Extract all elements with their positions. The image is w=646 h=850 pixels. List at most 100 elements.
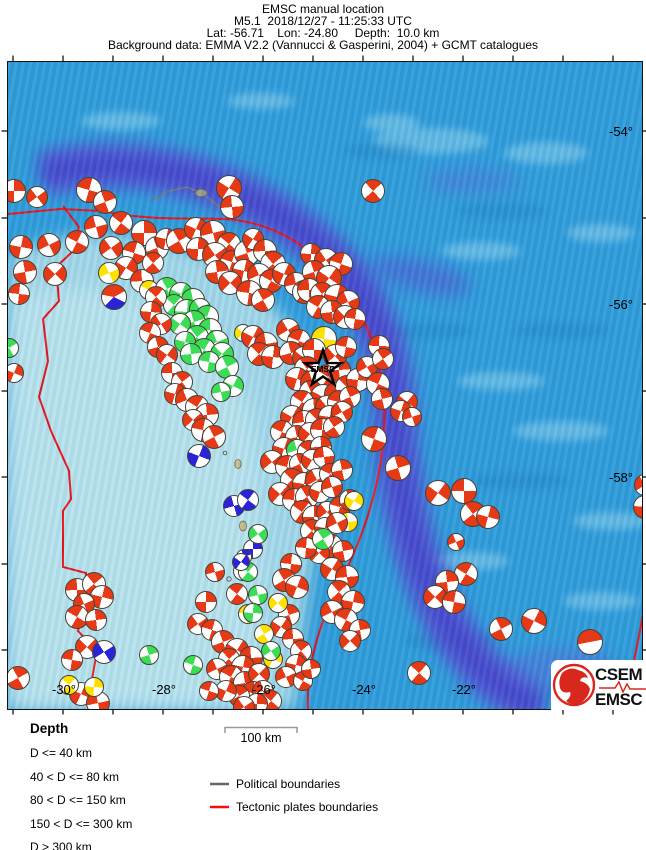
focal-mechanism-beachball xyxy=(232,553,250,571)
focal-mechanism-beachball xyxy=(139,645,159,665)
islet xyxy=(226,576,232,582)
focal-mechanism-beachball xyxy=(142,252,164,274)
depth-legend-item: D > 300 km xyxy=(30,840,92,850)
tectonic-boundary-label: Tectonic plates boundaries xyxy=(236,800,379,814)
focal-mechanism-beachball xyxy=(61,649,83,671)
focal-mechanism-beachball xyxy=(321,476,343,498)
focal-mechanism-beachball xyxy=(385,455,411,481)
focal-mechanism-beachball xyxy=(332,540,354,562)
header-magnitude-time: M5.1 2018/12/27 - 11:25:33 UTC xyxy=(234,14,412,28)
logo-csem-text: CSEM xyxy=(595,665,643,684)
focal-mechanism-beachball xyxy=(8,283,30,305)
longitude-label: -26° xyxy=(252,682,276,697)
focal-mechanism-beachball xyxy=(202,425,226,449)
focal-mechanism-beachball xyxy=(109,211,133,235)
focal-mechanism-beachball xyxy=(8,666,30,690)
longitude-label: -22° xyxy=(452,682,476,697)
focal-mechanism-beachball xyxy=(98,262,120,284)
focal-mechanism-beachball xyxy=(92,640,116,664)
focal-mechanism-beachball xyxy=(183,655,203,675)
longitude-label: -30° xyxy=(52,682,76,697)
focal-mechanism-beachball xyxy=(521,608,547,634)
focal-mechanism-beachball xyxy=(101,284,127,310)
depth-legend-item: 150 < D <= 300 km xyxy=(30,816,133,831)
focal-mechanism-beachball xyxy=(344,308,366,330)
focal-mechanism-beachball xyxy=(199,681,219,701)
tectonic-boundary-swatch xyxy=(210,805,229,809)
header-source: EMSC manual location xyxy=(261,2,385,16)
longitude-label: -24° xyxy=(352,682,376,697)
focal-mechanism-beachball xyxy=(205,562,225,582)
axis-labels-layer: -30° -28° -26° -24° -22° -54° -56° -58° xyxy=(8,62,642,709)
focal-mechanism-beachball xyxy=(407,661,431,685)
focal-mechanism-beachball xyxy=(220,195,244,219)
political-boundary-swatch xyxy=(210,782,229,786)
islet xyxy=(222,450,228,456)
island xyxy=(234,459,242,469)
focal-mechanism-beachball xyxy=(489,617,513,641)
depth-legend-item: 80 < D <= 150 km xyxy=(30,793,126,807)
focal-mechanism-beachball xyxy=(211,382,231,402)
header-coordinates: Lat: -56.71 Lon: -24.80 Depth: 10.0 km xyxy=(206,26,440,40)
political-boundary-label: Political boundaries xyxy=(236,777,341,791)
focal-mechanism-beachball xyxy=(37,233,61,257)
focal-mechanism-beachball xyxy=(323,416,345,438)
header-background-data: Background data: EMMA V2.2 (Vannucci & G… xyxy=(107,38,539,52)
focal-mechanism-beachball xyxy=(243,603,263,623)
violet-patch xyxy=(423,169,519,193)
focal-mechanism-beachball xyxy=(344,491,364,511)
focal-mechanism-beachball xyxy=(226,583,248,605)
focal-mechanism-beachball xyxy=(268,593,288,613)
latitude-label: -56° xyxy=(609,297,633,312)
island xyxy=(194,188,208,198)
focal-mechanism-beachball xyxy=(187,444,211,468)
seismogram-squiggle-icon xyxy=(599,681,646,693)
focal-mechanism-beachball xyxy=(372,348,394,370)
focal-mechanism-beachball xyxy=(13,260,37,284)
focal-mechanism-beachball xyxy=(8,179,26,203)
focal-mechanism-beachball xyxy=(425,480,451,506)
beachball-layer xyxy=(8,62,642,709)
political-boundary-line xyxy=(150,186,231,214)
csem-emsc-logo: CSEM EMSC xyxy=(551,660,646,710)
depth-legend-item: D <= 40 km xyxy=(30,746,93,760)
focal-mechanism-beachball xyxy=(577,629,603,655)
focal-mechanism-beachball xyxy=(65,230,89,254)
map-canvas: EMSC -30° -28° -26° -24° -22° -54° -56° -58° xyxy=(7,61,643,710)
focal-mechanism-beachball xyxy=(59,675,79,695)
focal-mechanism-beachball xyxy=(339,630,361,652)
longitude-label: -28° xyxy=(152,682,176,697)
focal-mechanism-beachball xyxy=(85,609,107,631)
depth-legend-title: Depth xyxy=(30,721,69,736)
trench-spur xyxy=(370,256,472,296)
focal-mechanism-beachball xyxy=(43,262,67,286)
focal-mechanism-beachball xyxy=(326,512,348,534)
focal-mechanism-beachball xyxy=(402,407,422,427)
focal-mechanism-beachball xyxy=(237,489,259,511)
latitude-label: -54° xyxy=(609,124,633,139)
focal-mechanism-beachball xyxy=(26,186,48,208)
depth-legend-item: 40 < D <= 80 km xyxy=(30,769,120,784)
focal-mechanism-beachball xyxy=(361,179,385,203)
focal-mechanism-beachball xyxy=(301,659,321,679)
focal-mechanism-beachball xyxy=(251,288,275,312)
focal-mechanism-beachball xyxy=(312,528,334,550)
latitude-label: -58° xyxy=(609,470,633,485)
scalebar-label: 100 km xyxy=(240,731,282,745)
focal-mechanism-beachball xyxy=(9,235,33,259)
focal-mechanism-beachball xyxy=(361,426,387,452)
focal-mechanism-beachball xyxy=(248,524,268,544)
seamount-texture xyxy=(81,93,642,610)
focal-mechanism-beachball xyxy=(447,533,465,551)
focal-mechanism-beachball xyxy=(476,505,500,529)
emsc-globe-icon xyxy=(552,663,596,707)
focal-mechanism-beachball xyxy=(331,459,353,481)
logo-emsc-text: EMSC xyxy=(595,690,643,709)
focal-mechanism-beachball xyxy=(93,190,117,214)
focal-mechanism-beachball xyxy=(285,575,309,599)
island xyxy=(238,520,247,532)
focal-mechanism-beachball xyxy=(442,590,466,614)
focal-mechanism-beachball xyxy=(84,215,108,239)
